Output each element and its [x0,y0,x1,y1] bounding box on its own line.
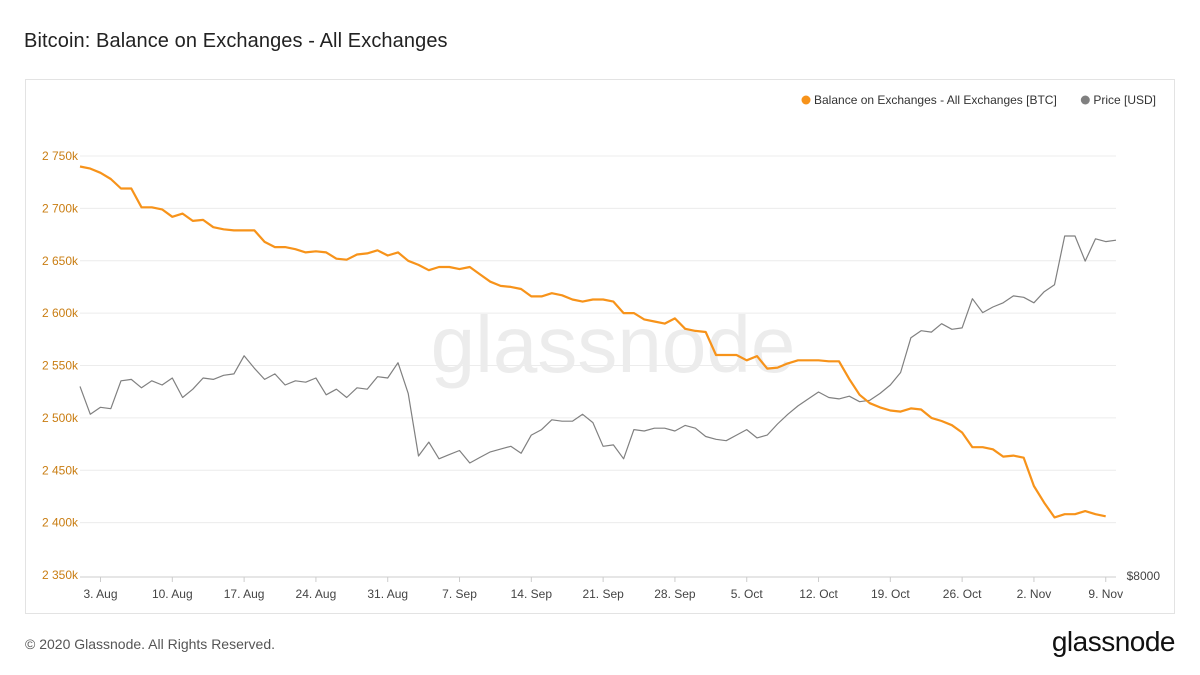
x-tick-label: 14. Sep [511,587,553,601]
x-tick-label: 21. Sep [582,587,624,601]
legend[interactable]: Balance on Exchanges - All Exchanges [BT… [801,93,1157,107]
x-tick-label: 5. Oct [731,587,764,601]
glassnode-logo[interactable]: glassnode [1051,626,1176,657]
y-tick-label: 2 600k [42,306,79,320]
x-tick-label: 17. Aug [224,587,265,601]
legend-item-balance-marker[interactable] [801,95,811,105]
y-axis-right-tick-label: $8000 [1127,569,1161,583]
x-tick-label: 3. Aug [83,587,117,601]
chart-frame: glassnode 2 350k 2 400k 2 450k 2 500k 2 550k… [25,79,1175,614]
x-axis: 3. Aug 10. Aug 17. Aug 24. Aug 31. Aug 7. Sep… [83,577,1123,601]
x-tick-label: 26. Oct [943,587,982,601]
legend-item-price-label[interactable]: Price [USD] [1093,93,1156,107]
y-tick-label: 2 550k [42,359,79,373]
x-tick-label: 10. Aug [152,587,193,601]
y-tick-label: 2 650k [42,254,79,268]
y-tick-label: 2 450k [42,463,79,477]
x-tick-label: 12. Oct [799,587,838,601]
x-tick-label: 19. Oct [871,587,910,601]
y-tick-label: 2 500k [42,411,79,425]
price-series-line [79,235,1117,464]
watermark-text: glassnode [431,300,796,389]
x-tick-label: 7. Sep [442,587,477,601]
x-tick-label: 9. Nov [1088,587,1123,601]
y-axis-left: 2 350k 2 400k 2 450k 2 500k 2 550k 2 600k 2 65… [42,149,79,582]
y-tick-label: 2 400k [42,516,79,530]
y-tick-label: 2 750k [42,149,79,163]
x-tick-label: 28. Sep [654,587,696,601]
x-tick-label: 2. Nov [1017,587,1052,601]
y-tick-label: 2 350k [42,568,79,582]
legend-item-balance-label[interactable]: Balance on Exchanges - All Exchanges [BT… [814,93,1057,107]
series-layer [79,165,1117,519]
copyright-text: © 2020 Glassnode. All Rights Reserved. [25,636,276,652]
x-tick-label: 31. Aug [367,587,408,601]
x-tick-label: 24. Aug [296,587,337,601]
line-chart: glassnode 2 350k 2 400k 2 450k 2 500k 2 550k… [42,93,1161,601]
chart-title: Bitcoin: Balance on Exchanges - All Exch… [24,30,448,52]
legend-item-price-marker[interactable] [1080,95,1090,105]
balance-series-line [79,165,1106,519]
y-tick-label: 2 700k [42,201,79,215]
